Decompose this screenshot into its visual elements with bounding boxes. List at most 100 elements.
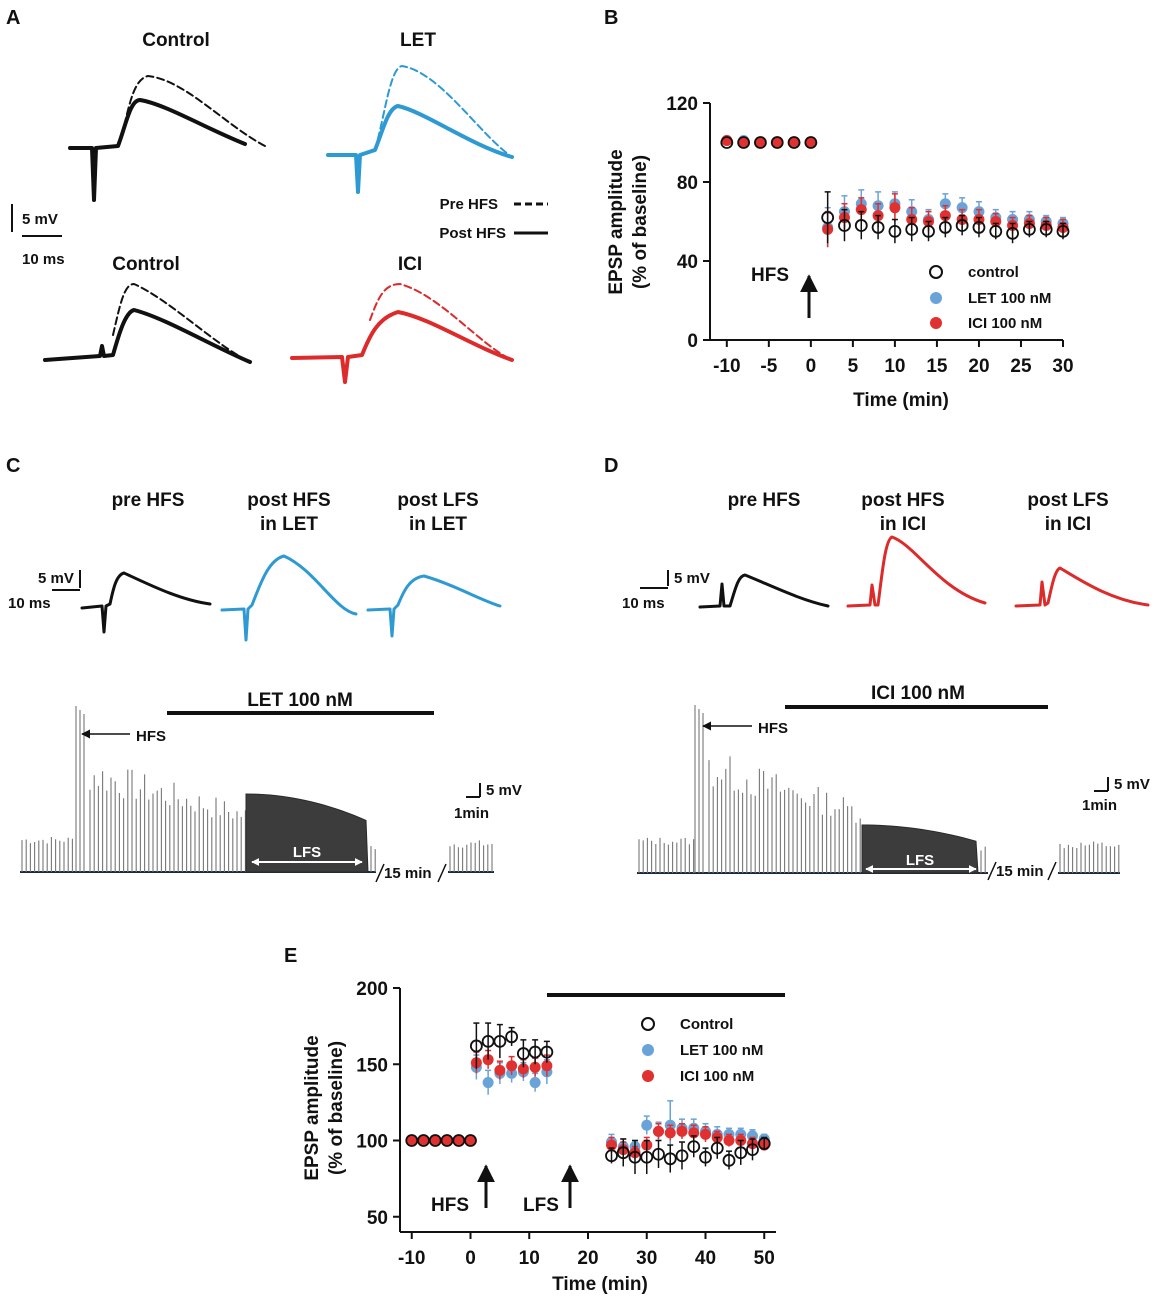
- b-xlabel: Time (min): [853, 390, 949, 411]
- c-scale2-min: 1min: [454, 805, 489, 822]
- recording-sweeps: [21, 706, 246, 872]
- e-point-control: [481, 1034, 495, 1048]
- b-point-let: [956, 202, 968, 214]
- e-point-ici: [506, 1060, 518, 1072]
- c-gap-label: 15 min: [384, 865, 432, 882]
- e-point-ici: [429, 1135, 441, 1146]
- b-point-control: [905, 222, 919, 236]
- b-point-control: [720, 136, 734, 149]
- trace-a-ici-pre: [369, 283, 513, 361]
- c-title-pre: pre HFS: [112, 490, 185, 511]
- e-ylabel-1: EPSP amplitude: [302, 1035, 323, 1180]
- recording-lfs-block: [245, 793, 369, 873]
- b-point-control: [804, 136, 818, 149]
- c-trace-posthfs: [220, 554, 358, 642]
- legend-a-post: Post HFS: [439, 225, 506, 242]
- c-gap-slash-1: [375, 863, 385, 883]
- d-trace-posthfs: [846, 535, 987, 608]
- b-point-control: [754, 136, 767, 149]
- title-a-let: LET: [400, 30, 436, 51]
- trace-a-control2-post: [43, 308, 252, 364]
- e-ytick-label: 100: [356, 1132, 388, 1153]
- panel-c: C pre HFS post HFS in LET post LFS in LE…: [6, 455, 522, 883]
- title-a-control: Control: [142, 30, 210, 51]
- d-trace-pre: [698, 573, 830, 609]
- c-trace-postlfs: [366, 574, 502, 638]
- e-xtick-label: 0: [465, 1248, 476, 1269]
- e-point-ici: [406, 1135, 418, 1146]
- e-point-let: [641, 1119, 653, 1131]
- trace-a-let-pre: [374, 65, 513, 158]
- e-point-control: [652, 1147, 665, 1161]
- b-point-control: [787, 136, 801, 149]
- panel-label-e: E: [284, 945, 297, 967]
- panel-label-b: B: [604, 7, 618, 29]
- b-ytick-label: 0: [687, 331, 698, 352]
- e-point-ici: [653, 1125, 664, 1137]
- b-point-ici: [990, 216, 1002, 227]
- b-point-control: [871, 221, 885, 234]
- c-title-postlfs: post LFS: [397, 490, 478, 511]
- b-point-control: [737, 136, 751, 149]
- b-point-ici: [939, 210, 951, 222]
- b-xtick-label: 15: [926, 356, 948, 377]
- b-point-control: [770, 136, 784, 149]
- e-point-ici: [418, 1135, 429, 1146]
- e-point-control: [528, 1045, 542, 1059]
- e-point-control: [616, 1146, 630, 1160]
- e-point-let: [529, 1077, 541, 1089]
- c-lfs-label: LFS: [293, 844, 321, 861]
- b-point-ici: [889, 202, 901, 214]
- b-xtick-label: 25: [1010, 356, 1032, 377]
- chart-e: -10 0 10 20 30 40 50 50 100 150 200 EPSP amplitude…: [302, 979, 785, 1295]
- e-xtick-label: 20: [577, 1248, 598, 1269]
- e-point-control: [722, 1153, 736, 1167]
- b-ytick-label: 80: [677, 173, 698, 194]
- e-point-control: [710, 1141, 724, 1155]
- b-point-control: [821, 211, 835, 224]
- b-point-control: [1006, 226, 1019, 240]
- e-point-control: [464, 1134, 477, 1147]
- e-point-control: [540, 1045, 554, 1059]
- b-legend-let: LET 100 nM: [968, 290, 1051, 307]
- e-legend-control-marker: [641, 1017, 655, 1031]
- b-point-control: [922, 224, 935, 238]
- b-xtick-label: 0: [806, 356, 817, 377]
- c-trace-pre: [80, 571, 212, 634]
- e-point-ici: [700, 1128, 711, 1140]
- e-point-control: [746, 1143, 759, 1157]
- e-annotation-hfs: HFS: [431, 1195, 469, 1216]
- scale-a-ms: 10 ms: [22, 251, 65, 268]
- e-xtick-label: 40: [695, 1248, 716, 1269]
- e-point-ici: [541, 1060, 553, 1072]
- legend-a-pre: Pre HFS: [440, 196, 498, 213]
- e-points: [405, 1022, 771, 1175]
- d-gap-slash-1: [987, 861, 997, 881]
- b-legend-control-marker: [929, 265, 943, 279]
- b-legend-control: control: [968, 264, 1019, 281]
- b-xtick-label: 5: [848, 356, 859, 377]
- trace-a-control-pre: [117, 75, 266, 147]
- b-point-ici: [754, 137, 766, 148]
- b-point-control: [888, 224, 902, 238]
- e-xtick-label: 10: [519, 1248, 540, 1269]
- d-scale2-min: 1min: [1082, 797, 1117, 814]
- b-point-control: [838, 219, 851, 232]
- e-annotation-lfs: LFS: [523, 1195, 559, 1216]
- e-point-control: [428, 1134, 442, 1147]
- e-legend-ici: ICI 100 nM: [680, 1068, 754, 1085]
- title-a-control-2: Control: [112, 254, 180, 275]
- b-legend-let-marker: [930, 292, 942, 304]
- b-point-control: [1056, 224, 1070, 238]
- panel-e: E -10 0 10 20 30 40 50 50 100 150 200 EPSP amplitu…: [284, 945, 785, 1295]
- e-ytick-label: 50: [367, 1208, 388, 1229]
- trace-a-control2-pre: [112, 283, 251, 363]
- b-ytick-label: 40: [677, 252, 698, 273]
- d-gap-slash-2: [1047, 861, 1057, 881]
- d-title-posthfs: post HFS: [861, 490, 944, 511]
- e-legend-let-marker: [642, 1044, 654, 1056]
- e-point-ici: [517, 1063, 529, 1075]
- panel-label-c: C: [6, 455, 20, 477]
- scale-a-mv: 5 mV: [22, 211, 58, 228]
